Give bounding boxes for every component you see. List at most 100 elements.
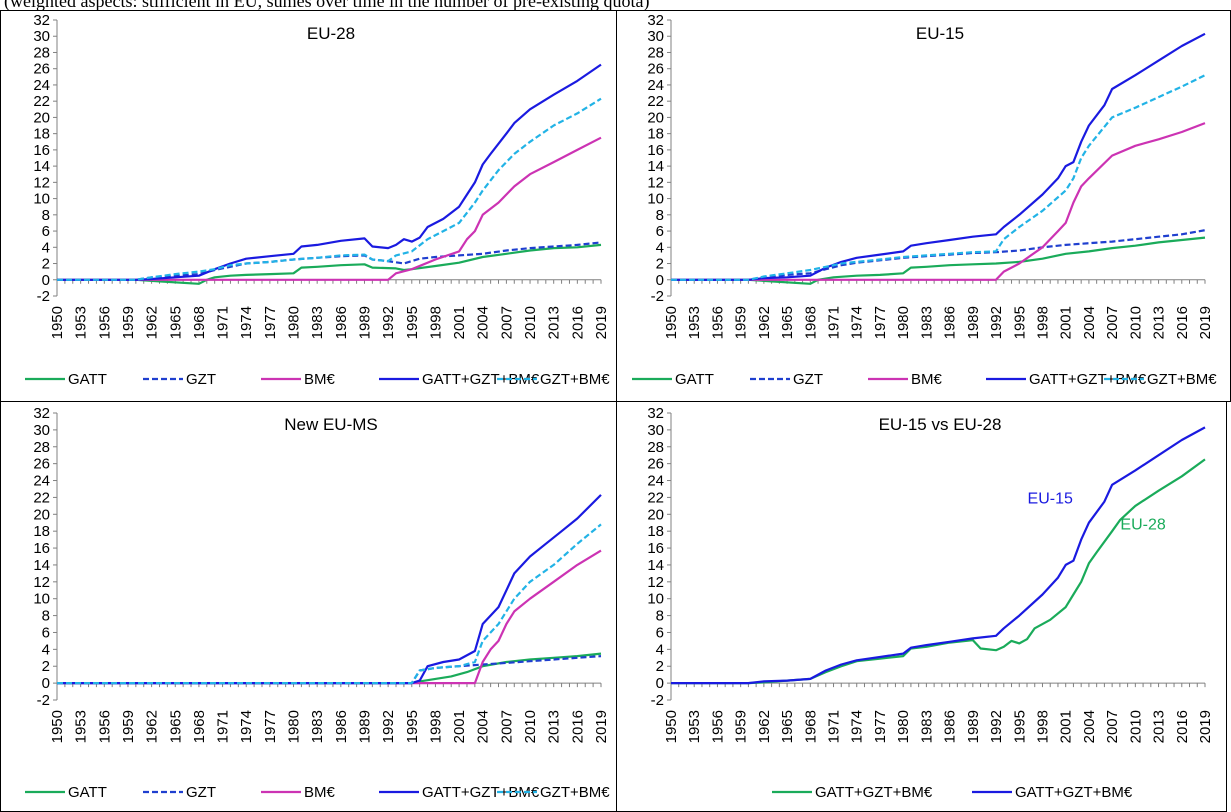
chart-title: EU-15 vs EU-28	[879, 415, 1002, 434]
legend: GATT GZT BM€ GATT+GZT+BM€ GZT+BM€	[632, 371, 1217, 388]
x-tick-label: 1977	[262, 710, 279, 743]
series-line-1	[671, 426, 1206, 685]
y-tick-label: 20	[33, 506, 50, 523]
y-tick-label: 24	[33, 77, 50, 94]
y-tick-label: 12	[647, 174, 664, 191]
x-tick-label: 1974	[849, 306, 866, 339]
y-tick-label: 32	[33, 12, 50, 29]
x-tick-label: 1956	[96, 710, 113, 743]
x-tick-label: 2001	[1058, 306, 1075, 339]
x-tick-label: 1989	[965, 306, 982, 339]
y-tick-label: -2	[651, 692, 664, 709]
x-tick-label: 1992	[988, 710, 1005, 743]
x-tick-label: 1995	[404, 710, 421, 743]
x-tick-label: 1959	[120, 306, 137, 339]
x-tick-label: 1989	[965, 710, 982, 743]
series-line-3	[57, 63, 602, 281]
x-tick-label: 1965	[779, 710, 796, 743]
x-tick-label: 1992	[380, 306, 397, 339]
y-tick-label: -2	[37, 288, 50, 305]
y-tick-label: 6	[656, 223, 664, 240]
x-tick-label: 2010	[1127, 710, 1144, 743]
y-tick-label: 28	[647, 44, 664, 61]
x-tick-label: 1959	[733, 306, 750, 339]
x-tick-label: 1968	[802, 710, 819, 743]
y-tick-label: 18	[647, 523, 664, 540]
x-tick-label: 1980	[895, 710, 912, 743]
x-tick-label: 1959	[120, 710, 137, 743]
x-tick-label: 1953	[686, 710, 703, 743]
x-tick-label: 2016	[1174, 306, 1191, 339]
x-tick-label: 1962	[756, 306, 773, 339]
y-tick-label: 18	[33, 523, 50, 540]
x-tick-label: 1977	[872, 710, 889, 743]
chart-title: EU-28	[307, 24, 355, 43]
x-tick-label: 1998	[1034, 710, 1051, 743]
y-tick-label: 20	[647, 506, 664, 523]
y-tick-label: 0	[656, 675, 664, 692]
x-tick-label: 2004	[1081, 306, 1098, 339]
legend-label: GZT	[793, 371, 823, 388]
series-line-4	[57, 523, 602, 685]
y-tick-label: 32	[33, 405, 50, 422]
legend-label: GZT+BM€	[540, 784, 610, 801]
x-tick-label: 2013	[1151, 710, 1168, 743]
y-tick-label: 12	[647, 574, 664, 591]
legend-label: BM€	[304, 371, 336, 388]
series-line-0	[671, 458, 1206, 685]
x-tick-label: 2001	[451, 306, 468, 339]
x-tick-label: 1971	[215, 306, 232, 339]
x-tick-label: 1968	[802, 306, 819, 339]
y-tick-label: 18	[33, 126, 50, 143]
x-tick-label: 1980	[895, 306, 912, 339]
x-tick-label: 1992	[380, 710, 397, 743]
y-tick-label: 28	[647, 439, 664, 456]
y-tick-label: 28	[33, 44, 50, 61]
legend: GATT GZT BM€ GATT+GZT+BM€ GZT+BM€	[25, 784, 610, 801]
x-tick-label: 1950	[49, 306, 66, 339]
x-tick-label: 2019	[593, 710, 610, 743]
x-tick-label: 1968	[191, 306, 208, 339]
x-tick-label: 2007	[1104, 306, 1121, 339]
series-line-3	[671, 32, 1206, 281]
x-tick-label: 1989	[356, 306, 373, 339]
x-tick-label: 1983	[918, 306, 935, 339]
x-tick-label: 1965	[779, 306, 796, 339]
y-tick-label: 2	[42, 658, 50, 675]
y-tick-label: 6	[656, 624, 664, 641]
x-tick-label: 2016	[569, 710, 586, 743]
x-tick-label: 1962	[144, 306, 161, 339]
x-tick-label: 1995	[1011, 306, 1028, 339]
x-tick-label: 1998	[427, 306, 444, 339]
series-line-2	[57, 549, 602, 685]
legend-label: BM€	[911, 371, 943, 388]
x-tick-label: 1992	[988, 306, 1005, 339]
y-tick-label: 16	[647, 142, 664, 159]
y-tick-label: 6	[42, 223, 50, 240]
y-tick-label: 28	[33, 439, 50, 456]
y-tick-label: 32	[647, 405, 664, 422]
legend-label: GATT+GZT+BM€	[1029, 371, 1147, 388]
legend-label: GATT+GZT+BM€	[422, 371, 540, 388]
series-line-2	[57, 136, 602, 281]
x-tick-label: 1977	[262, 306, 279, 339]
legend-label: GATT	[68, 784, 107, 801]
y-tick-label: 12	[33, 574, 50, 591]
legend: GATT+GZT+BM€ GATT+GZT+BM€	[772, 784, 1133, 801]
x-tick-label: 1971	[826, 306, 843, 339]
x-tick-label: 1956	[709, 710, 726, 743]
x-tick-label: 2016	[569, 306, 586, 339]
x-tick-label: 2004	[1081, 710, 1098, 743]
y-tick-label: 16	[647, 540, 664, 557]
y-tick-label: 32	[647, 12, 664, 29]
y-tick-label: 10	[33, 191, 50, 208]
y-tick-label: 14	[33, 158, 50, 175]
y-tick-label: 18	[647, 126, 664, 143]
x-tick-label: 1956	[709, 306, 726, 339]
y-tick-label: 14	[33, 557, 50, 574]
y-tick-label: 30	[647, 422, 664, 439]
legend-label: GATT+GZT+BM€	[422, 784, 540, 801]
y-tick-label: 30	[33, 28, 50, 45]
x-tick-label: 1968	[191, 710, 208, 743]
